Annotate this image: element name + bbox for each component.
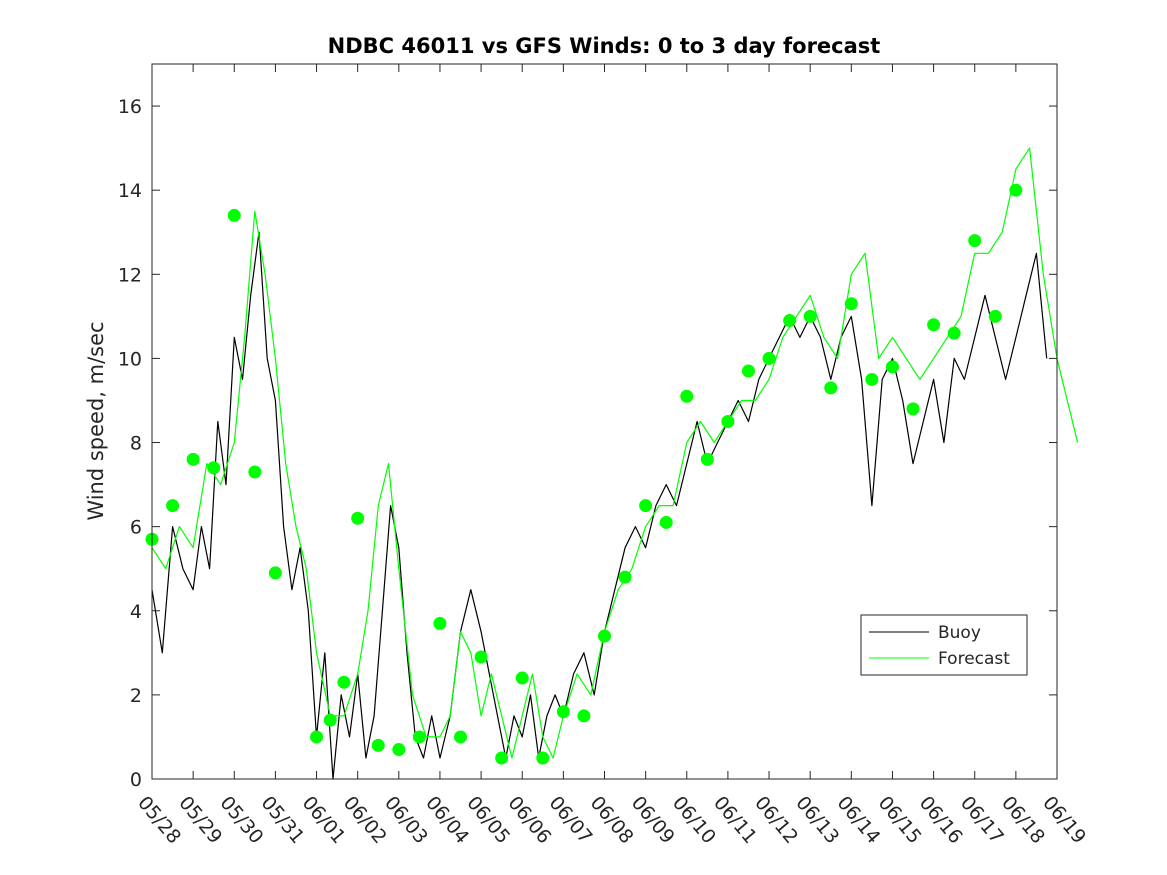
forecast-marker (659, 515, 673, 529)
forecast-marker (639, 499, 653, 513)
forecast-marker (721, 415, 735, 428)
forecast-marker (988, 309, 1002, 323)
forecast-marker (598, 629, 611, 643)
legend: Buoy Forecast (860, 614, 1028, 676)
forecast-marker (186, 452, 200, 466)
y-tick-label: 16 (118, 96, 142, 118)
forecast-marker (227, 208, 241, 222)
forecast-marker (885, 360, 899, 374)
series-line-forecast (151, 147, 1079, 759)
forecast-marker (248, 465, 262, 479)
forecast-marker (700, 452, 714, 466)
forecast-marker (310, 730, 324, 744)
y-tick-label: 0 (130, 769, 142, 791)
legend-buoy-label: Buoy (938, 623, 981, 643)
forecast-marker (906, 402, 920, 416)
chart-title: NDBC 46011 vs GFS Winds: 0 to 3 day fore… (328, 34, 881, 58)
forecast-marker (337, 675, 351, 689)
legend-box (860, 614, 1028, 676)
y-tick-label: 8 (130, 433, 142, 455)
forecast-marker (618, 570, 632, 584)
forecast-marker (824, 381, 838, 395)
y-axis-label: Wind speed, m/sec (84, 321, 108, 520)
forecast-marker (927, 318, 941, 332)
forecast-marker (474, 650, 488, 664)
y-tick-label: 6 (130, 517, 142, 539)
series-line-buoy (151, 231, 1048, 780)
forecast-marker (680, 389, 694, 403)
forecast-marker (536, 751, 550, 765)
forecast-marker (515, 671, 529, 685)
forecast-marker (844, 297, 858, 311)
legend-forecast-label: Forecast (938, 649, 1010, 669)
y-tick-label: 4 (130, 601, 142, 623)
forecast-marker (392, 743, 406, 757)
forecast-marker (741, 364, 755, 378)
forecast-marker (947, 326, 961, 340)
forecast-marker (556, 705, 570, 719)
forecast-marker (577, 709, 591, 723)
y-tick-label: 14 (118, 180, 142, 202)
forecast-marker (803, 309, 817, 323)
forecast-marker (371, 738, 385, 752)
forecast-marker (351, 511, 365, 525)
forecast-marker (412, 730, 426, 744)
forecast-marker (762, 351, 776, 365)
forecast-marker (454, 730, 468, 744)
forecast-marker (865, 372, 879, 386)
y-tick-label: 10 (118, 348, 142, 370)
forecast-marker (495, 751, 509, 765)
y-tick-label: 12 (118, 264, 142, 286)
forecast-marker (323, 713, 337, 727)
forecast-marker (268, 566, 282, 580)
forecast-marker (968, 234, 982, 248)
forecast-marker (1009, 183, 1023, 197)
forecast-marker (207, 461, 221, 475)
forecast-marker (783, 314, 797, 328)
forecast-marker (166, 499, 180, 513)
y-tick-label: 2 (130, 685, 142, 707)
plot-content (145, 147, 1079, 780)
forecast-marker (433, 616, 447, 630)
y-axis: 0 2 4 6 8 10 12 14 16 (118, 96, 1057, 791)
